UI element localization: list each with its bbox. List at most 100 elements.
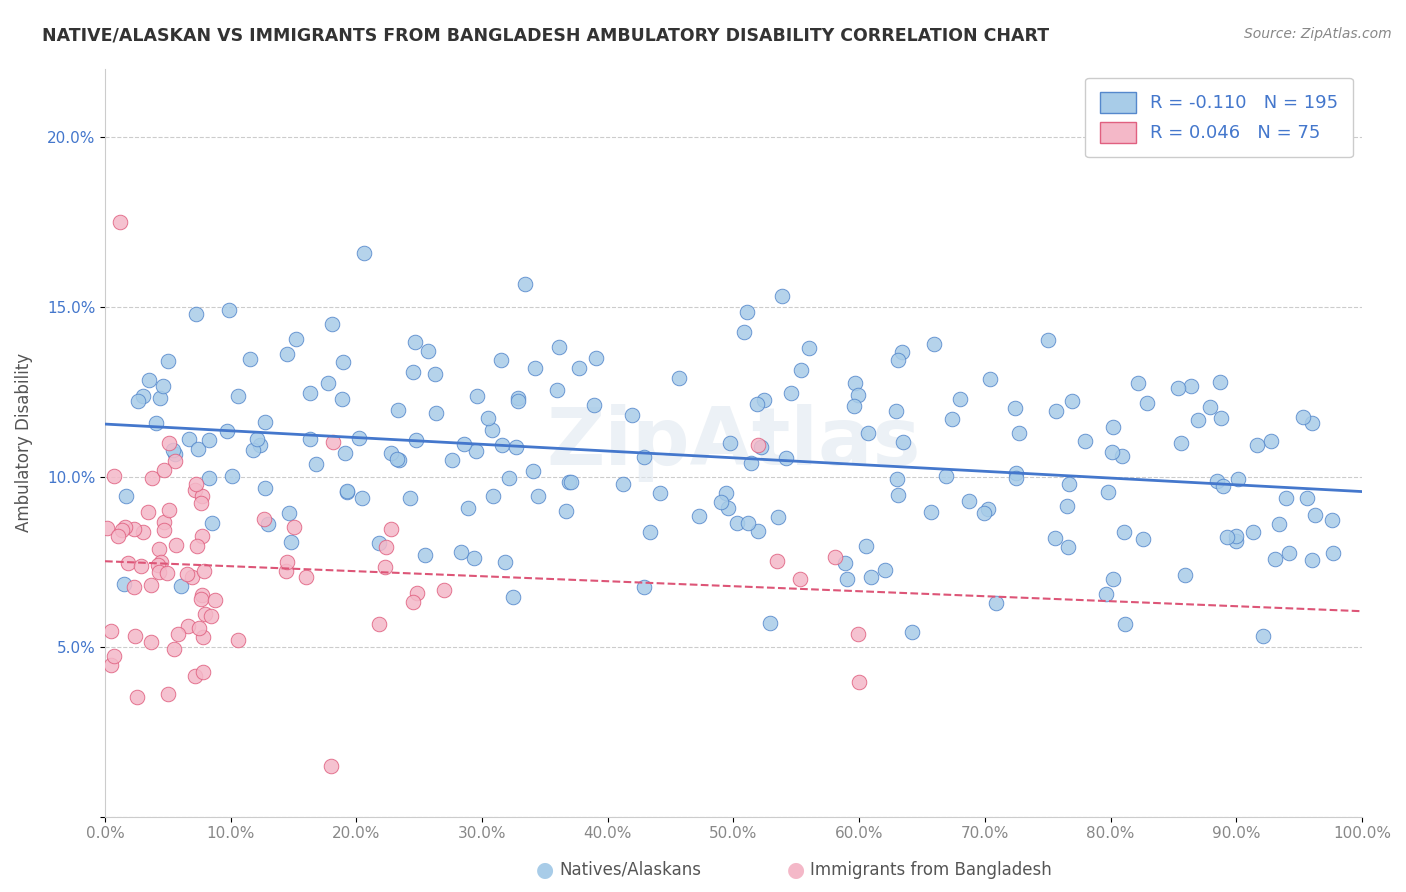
Point	[405, 334, 427, 349]
Point	[191, 489, 214, 503]
Point	[745, 397, 768, 411]
Point	[1251, 629, 1274, 643]
Point	[136, 505, 159, 519]
Point	[157, 502, 180, 516]
Point	[568, 360, 591, 375]
Point	[201, 516, 224, 530]
Point	[280, 534, 302, 549]
Point	[508, 391, 530, 405]
Point	[524, 361, 547, 376]
Point	[184, 477, 207, 491]
Point	[336, 483, 359, 498]
Point	[177, 619, 200, 633]
Point	[187, 442, 209, 457]
Point	[977, 502, 1000, 516]
Point	[477, 411, 499, 425]
Point	[1101, 444, 1123, 458]
Point	[790, 363, 813, 377]
Point	[153, 515, 176, 529]
Point	[1187, 412, 1209, 426]
Point	[973, 506, 995, 520]
Point	[191, 630, 214, 644]
Point	[515, 277, 537, 292]
Point	[298, 432, 321, 446]
Point	[1074, 434, 1097, 448]
Point	[191, 665, 214, 679]
Point	[844, 376, 866, 390]
Point	[387, 403, 409, 417]
Point	[335, 446, 357, 460]
Point	[463, 551, 485, 566]
Point	[558, 475, 581, 490]
Point	[546, 383, 568, 397]
Point	[200, 609, 222, 624]
Point	[979, 372, 1001, 386]
Point	[385, 452, 408, 467]
Point	[388, 453, 411, 467]
Point	[425, 367, 447, 381]
Point	[842, 399, 865, 413]
Point	[858, 425, 880, 440]
Point	[481, 489, 503, 503]
Point	[725, 516, 748, 530]
Point	[399, 491, 422, 506]
Point	[633, 581, 655, 595]
Point	[890, 344, 912, 359]
Point	[254, 415, 277, 429]
Point	[117, 557, 139, 571]
Point	[1246, 438, 1268, 452]
Point	[416, 344, 439, 359]
Point	[834, 556, 856, 570]
Point	[548, 340, 571, 354]
Point	[193, 564, 215, 578]
Point	[150, 556, 173, 570]
Point	[226, 388, 249, 402]
Point	[108, 214, 131, 228]
Point	[1111, 449, 1133, 463]
Point	[453, 436, 475, 450]
Point	[141, 578, 163, 592]
Point	[848, 675, 870, 690]
Point	[489, 353, 512, 368]
Point	[141, 471, 163, 485]
Point	[1045, 403, 1067, 417]
Point	[846, 627, 869, 641]
Point	[751, 440, 773, 454]
Point	[153, 463, 176, 477]
Point	[585, 351, 607, 365]
Point	[215, 424, 238, 438]
Point	[162, 442, 184, 457]
Point	[122, 580, 145, 594]
Point	[718, 435, 741, 450]
Point	[1057, 476, 1080, 491]
Point	[239, 352, 262, 367]
Point	[321, 318, 343, 332]
Point	[747, 437, 769, 451]
Point	[1008, 425, 1031, 440]
Point	[1241, 524, 1264, 539]
Point	[1170, 436, 1192, 450]
Point	[402, 366, 425, 380]
Point	[294, 570, 316, 584]
Point	[246, 432, 269, 446]
Point	[1322, 546, 1344, 560]
Point	[494, 555, 516, 569]
Text: Immigrants from Bangladesh: Immigrants from Bangladesh	[810, 861, 1052, 879]
Point	[1056, 499, 1078, 513]
Point	[1301, 553, 1323, 567]
Point	[941, 412, 963, 426]
Point	[638, 524, 661, 539]
Point	[148, 558, 170, 573]
Point	[752, 393, 775, 408]
Point	[305, 457, 328, 471]
Point	[176, 566, 198, 581]
Point	[1094, 587, 1116, 601]
Point	[1260, 434, 1282, 449]
Point	[103, 469, 125, 483]
Point	[481, 423, 503, 437]
Point	[283, 519, 305, 533]
Text: NATIVE/ALASKAN VS IMMIGRANTS FROM BANGLADESH AMBULATORY DISABILITY CORRELATION C: NATIVE/ALASKAN VS IMMIGRANTS FROM BANGLA…	[42, 27, 1049, 45]
Point	[103, 648, 125, 663]
Point	[221, 469, 243, 483]
Point	[347, 431, 370, 445]
